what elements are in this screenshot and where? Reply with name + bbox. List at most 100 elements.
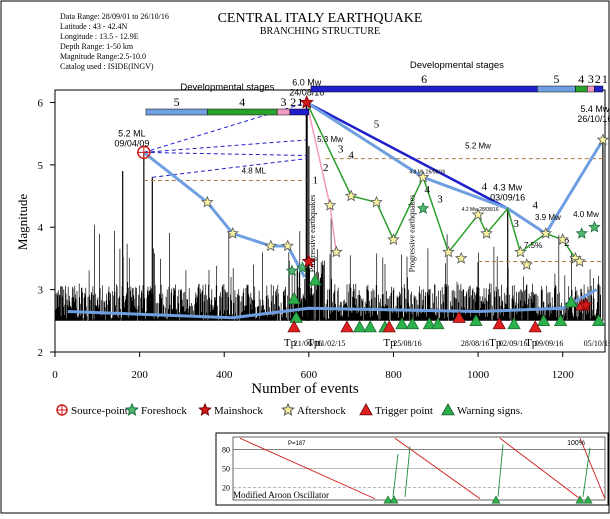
x-tick-label: 400 bbox=[216, 369, 233, 381]
tp-date-label: 21/06/16 bbox=[294, 339, 322, 348]
info-line: Catalog used : ISIDE(INGV) bbox=[60, 62, 154, 71]
branch-number: 3 bbox=[338, 143, 344, 155]
mainshock-icon bbox=[198, 402, 212, 416]
aftershock-star bbox=[281, 239, 294, 252]
branch-number: 3 bbox=[513, 218, 519, 230]
tp-label: Tp bbox=[489, 337, 502, 349]
branch-number: 4 bbox=[482, 181, 488, 193]
tp-date-label: 28/08/16 bbox=[461, 339, 489, 348]
warning-triangle bbox=[287, 292, 301, 305]
stage-number: 6 bbox=[421, 72, 427, 86]
stage-label: Developmental stages bbox=[410, 60, 504, 71]
x-tick-label: 1200 bbox=[552, 369, 575, 381]
trigger-triangle bbox=[528, 320, 542, 333]
stage-number: 5 bbox=[174, 95, 180, 109]
branch-number: 4 bbox=[348, 150, 354, 162]
warning-triangle bbox=[564, 295, 578, 308]
tp-date-label: 02/09/16 bbox=[499, 339, 527, 348]
stage-segment bbox=[594, 85, 604, 93]
aftershock-star bbox=[344, 189, 358, 202]
tp-label: Tp bbox=[307, 337, 320, 349]
branch-number: 4 bbox=[532, 200, 538, 212]
progressive-earthquakes-label: Progressive earthquakes bbox=[308, 195, 317, 273]
tp-label: Tp bbox=[383, 337, 396, 349]
stage-number: 2 bbox=[290, 95, 296, 109]
aftershock-star bbox=[387, 233, 400, 246]
x-axis-label: Number of events bbox=[251, 381, 359, 397]
mainshock-star bbox=[578, 297, 594, 312]
warning-triangle bbox=[289, 310, 303, 323]
foreshock-star bbox=[285, 264, 299, 277]
branch-number: 3 bbox=[437, 193, 443, 205]
stage-segment bbox=[207, 108, 278, 116]
stage-number: 4 bbox=[239, 95, 245, 109]
aftershock-star bbox=[480, 226, 493, 239]
aftershock-star bbox=[454, 251, 468, 264]
trigger-triangle bbox=[492, 317, 506, 330]
aroon-tick-label: 50 bbox=[222, 465, 230, 474]
legend-label: Warning signs. bbox=[457, 405, 523, 417]
main-event-date: 24/08/16 bbox=[289, 87, 324, 97]
stage-segment bbox=[537, 85, 576, 93]
aroon-up-line bbox=[404, 446, 411, 497]
tp-date-label: 25/08/16 bbox=[393, 339, 421, 348]
trigger-triangle bbox=[382, 320, 396, 333]
warning-triangle bbox=[395, 317, 409, 330]
tp-date-label: 09/09/16 bbox=[535, 339, 563, 348]
x-tick-label: 0 bbox=[52, 369, 58, 381]
aroon-tick-label: 80 bbox=[222, 446, 230, 455]
tp-label: Tp bbox=[284, 337, 297, 349]
aftershock-star bbox=[573, 254, 586, 267]
plot-layer: Progressive earthquakes Progressive earth… bbox=[67, 60, 610, 349]
aftershock-star bbox=[323, 198, 337, 211]
aroon-warning-triangle bbox=[491, 495, 501, 504]
main-event-magnitude: 5.4 Mw bbox=[580, 104, 610, 114]
aftershock-star bbox=[596, 133, 610, 146]
aroon-warning-triangle bbox=[383, 495, 393, 504]
stage-number: 2 bbox=[595, 72, 601, 86]
aftershock-star bbox=[520, 258, 534, 270]
main-event-magnitude: 6.0 Mw bbox=[292, 77, 322, 87]
warning-triangle bbox=[431, 317, 445, 330]
warning-triangle bbox=[422, 317, 437, 330]
level-label: 4.2 Mw 28/08/16 bbox=[462, 207, 499, 213]
branch-line bbox=[306, 101, 509, 210]
y-axis-label: Magnitude bbox=[15, 194, 30, 251]
level-label: 4.8 ML bbox=[242, 166, 267, 175]
level-label: 4.8 ML 26/08/16 bbox=[409, 169, 445, 175]
main-event-magnitude: 5.2 ML bbox=[118, 128, 146, 138]
stage-segment bbox=[586, 85, 595, 93]
warning-triangle bbox=[352, 320, 367, 333]
aroon-label: Modified Aroon Oscillator bbox=[233, 490, 329, 500]
aftershock-star bbox=[201, 195, 214, 208]
stage-number: 1 bbox=[297, 95, 303, 109]
foreshock-star bbox=[416, 201, 430, 214]
info-line: Longitude : 13.5 - 12.9E bbox=[60, 32, 139, 41]
dashed-level-line bbox=[143, 139, 307, 153]
y-tick-label: 6 bbox=[38, 97, 44, 109]
warning-signs-icon bbox=[441, 402, 455, 416]
stage-number: 3 bbox=[588, 72, 594, 86]
legend-label: Aftershock bbox=[297, 405, 346, 417]
aroon-up-line bbox=[392, 453, 399, 497]
foreshock-star bbox=[588, 220, 601, 233]
legend-label: Foreshock bbox=[141, 405, 187, 417]
aftershock-star bbox=[471, 208, 485, 221]
aroon-down-line bbox=[239, 437, 376, 500]
aroon-up-line bbox=[497, 444, 504, 497]
aroon-down-line bbox=[394, 437, 481, 500]
legend: Source-point Foreshock Mainshock Aftershock… bbox=[56, 402, 523, 417]
branch-number: 5 bbox=[374, 118, 380, 130]
legend-label: Mainshock bbox=[214, 405, 263, 417]
level-label: 5.3 Mw bbox=[317, 135, 343, 144]
warning-triangle bbox=[363, 320, 377, 333]
stage-segment bbox=[276, 108, 291, 116]
info-line: Magnitude Range:2.5-10.0 bbox=[60, 52, 146, 61]
info-line: Data Range: 28/09/01 to 26/10/16 bbox=[60, 12, 169, 21]
stage-label: Developmental stages bbox=[180, 82, 274, 93]
tp-label: Tp bbox=[525, 337, 538, 349]
warning-triangle bbox=[507, 317, 521, 330]
x-tick-label: 600 bbox=[301, 369, 318, 381]
mainshock-star bbox=[299, 94, 314, 109]
